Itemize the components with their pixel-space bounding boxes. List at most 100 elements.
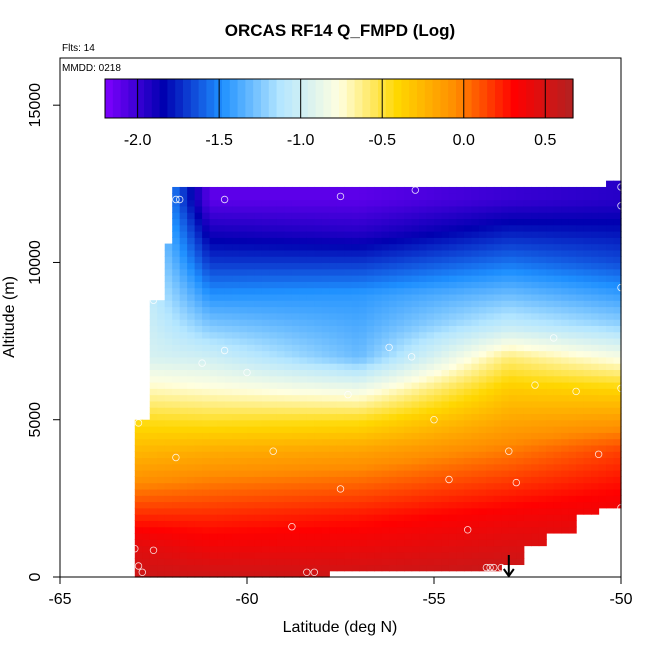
heat-cell bbox=[471, 495, 480, 503]
heat-cell bbox=[321, 407, 330, 415]
heat-cell bbox=[538, 438, 547, 446]
heat-cell bbox=[291, 275, 300, 282]
heat-cell bbox=[553, 356, 562, 364]
heat-cell bbox=[434, 476, 443, 484]
heat-cell bbox=[434, 256, 443, 264]
heat-cell bbox=[299, 237, 308, 245]
sample-point bbox=[303, 568, 311, 576]
heat-cell bbox=[291, 551, 300, 559]
heat-cell bbox=[276, 243, 285, 251]
heat-cell bbox=[142, 526, 151, 534]
heat-cell bbox=[336, 199, 345, 207]
heat-cell bbox=[232, 570, 241, 578]
heat-cell bbox=[448, 218, 458, 226]
heat-cell bbox=[157, 444, 166, 452]
heat-cell bbox=[269, 457, 278, 465]
heat-cell bbox=[501, 501, 510, 509]
heat-cell bbox=[516, 306, 525, 314]
heat-cell bbox=[239, 570, 248, 578]
heat-cell bbox=[411, 262, 420, 270]
heat-cell bbox=[538, 199, 547, 207]
heat-cell bbox=[336, 337, 345, 345]
heat-cell bbox=[426, 413, 435, 421]
heat-cell bbox=[501, 558, 510, 566]
heat-cell bbox=[321, 249, 330, 257]
heat-cell bbox=[568, 463, 577, 471]
heat-cell bbox=[411, 463, 420, 471]
heat-cell bbox=[553, 337, 562, 345]
heat-cell bbox=[471, 539, 480, 547]
heat-cell bbox=[411, 532, 420, 540]
heat-cell bbox=[187, 199, 196, 207]
heat-cell bbox=[254, 262, 263, 270]
heat-cell bbox=[202, 394, 211, 402]
heat-cell bbox=[531, 426, 540, 433]
heat-cell bbox=[546, 262, 555, 270]
heat-cell bbox=[374, 363, 383, 370]
heat-cell bbox=[351, 438, 360, 446]
heat-cell bbox=[606, 356, 615, 364]
heat-cell bbox=[486, 356, 495, 364]
heat-cell bbox=[306, 268, 315, 276]
heat-cell bbox=[441, 356, 450, 364]
heat-cell bbox=[441, 344, 450, 352]
heat-cell bbox=[261, 186, 271, 194]
heat-cell bbox=[606, 287, 615, 295]
heat-cell bbox=[306, 514, 315, 521]
heat-cell bbox=[419, 463, 428, 471]
heat-cell bbox=[389, 394, 398, 402]
heat-cell bbox=[291, 337, 300, 345]
heat-cell bbox=[404, 337, 413, 345]
heat-cell bbox=[329, 331, 338, 339]
heat-cell bbox=[531, 319, 540, 326]
heat-cell bbox=[591, 306, 600, 314]
heat-cell bbox=[486, 407, 495, 415]
heat-cell bbox=[164, 488, 173, 496]
heat-cell bbox=[591, 281, 600, 289]
heat-cell bbox=[493, 451, 502, 459]
heat-cell bbox=[396, 545, 405, 553]
heat-cell bbox=[583, 444, 592, 452]
heat-cell bbox=[561, 482, 570, 490]
heat-cell bbox=[381, 545, 390, 553]
heat-cell bbox=[426, 205, 435, 213]
heat-cell bbox=[336, 281, 345, 289]
heat-cell bbox=[276, 350, 285, 358]
heat-cell bbox=[142, 488, 151, 496]
heat-cell bbox=[351, 218, 360, 226]
heat-cell bbox=[329, 457, 338, 465]
heat-cell bbox=[239, 237, 248, 245]
heat-cell bbox=[194, 186, 203, 194]
heat-cell bbox=[501, 325, 510, 333]
heat-cell bbox=[538, 407, 547, 415]
heat-cell bbox=[209, 532, 218, 540]
heat-cell bbox=[553, 306, 562, 314]
sample-point bbox=[172, 195, 180, 204]
heat-cell bbox=[359, 199, 368, 207]
heat-cell bbox=[172, 231, 181, 238]
heat-cell bbox=[448, 199, 458, 207]
heat-cell bbox=[149, 539, 158, 547]
heat-cell bbox=[261, 438, 271, 446]
heat-cell bbox=[456, 539, 465, 547]
heat-cell bbox=[209, 199, 218, 207]
heat-cell bbox=[426, 300, 435, 308]
heat-cell bbox=[426, 457, 435, 465]
heat-cell bbox=[426, 363, 435, 370]
heat-cell bbox=[336, 243, 345, 251]
heat-cell bbox=[276, 432, 285, 440]
heat-cell bbox=[254, 312, 263, 320]
heat-cell bbox=[321, 451, 330, 459]
heat-cell bbox=[426, 514, 435, 521]
heat-cell bbox=[284, 337, 293, 345]
heat-cell bbox=[523, 231, 532, 238]
heat-cell bbox=[441, 532, 450, 540]
sample-point bbox=[310, 568, 318, 576]
heat-cell bbox=[583, 256, 592, 264]
heat-cell bbox=[314, 186, 323, 194]
heat-cell bbox=[314, 356, 323, 364]
heat-cell bbox=[247, 388, 256, 396]
heat-cell bbox=[456, 432, 465, 440]
heat-cell bbox=[606, 413, 615, 421]
heat-cell bbox=[561, 419, 570, 427]
